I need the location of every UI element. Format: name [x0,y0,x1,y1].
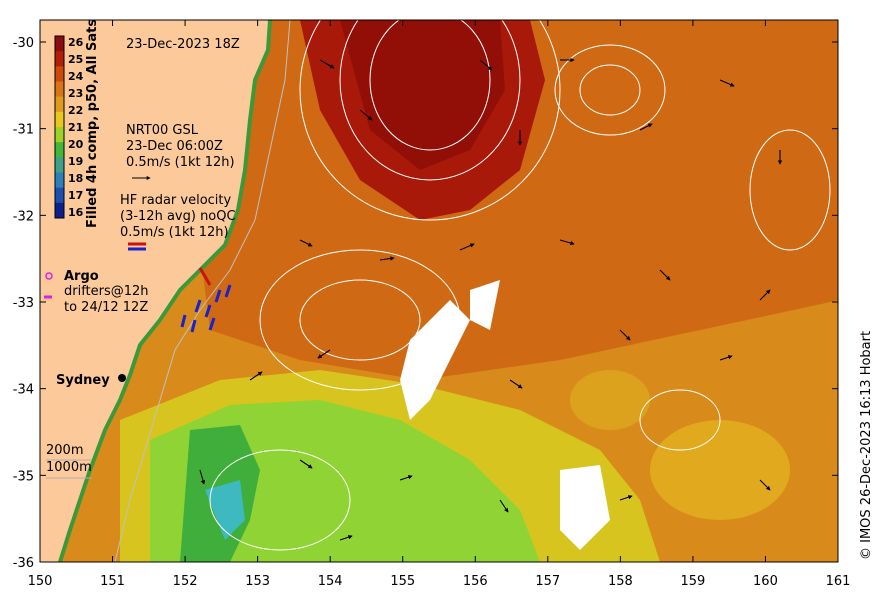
colorbar-tick: 17 [68,189,83,202]
cloud-gap [560,465,610,550]
sydney-label: Sydney [56,373,110,388]
colorbar-segment [55,157,64,173]
colorbar-tick: 24 [68,70,84,83]
x-tick-label: 156 [463,574,488,589]
x-tick-label: 158 [608,574,633,589]
x-tick-label: 159 [680,574,705,589]
colorbar-segment [55,172,64,189]
y-tick-label: -31 [13,123,34,138]
colorbar: 26 25 24 23 22 21 20 19 18 17 16 [54,35,84,219]
colorbar-segment [55,51,64,67]
isobath-1000m [114,20,291,562]
isobath-1000m-label: 1000m [46,460,92,475]
colorbar-tick: 26 [68,36,84,49]
y-tick-label: -34 [13,383,34,398]
gsl-time: 23-Dec 06:00Z [126,139,223,154]
colorbar-segment [55,187,64,204]
x-tick-label: 154 [318,574,343,589]
y-tick-label: -35 [13,469,34,484]
y-tick-label: -33 [13,296,34,311]
x-tick-label: 152 [173,574,198,589]
gsl-scale: 0.5m/s (1kt 12h) [126,155,235,170]
warm-patch [570,370,650,430]
y-tick-label: -32 [13,209,34,224]
colorbar-segment [55,96,64,113]
x-tick-label: 151 [100,574,125,589]
ssh-contours [209,20,831,551]
x-axis: 150 151 152 153 154 155 156 157 158 159 160 161 [28,20,851,589]
hf-scale: 0.5m/s (1kt 12h) [120,225,229,240]
colorbar-segment [55,127,64,143]
hf-avg: (3-12h avg) noQC [120,209,236,224]
cloud-gap [400,300,470,420]
plot-area [40,20,838,562]
coastline [58,20,272,562]
colorbar-tick: 18 [68,172,83,185]
colorbar-tick: 16 [68,206,84,219]
colorbar-segment [55,202,64,219]
plot-frame [39,19,839,563]
colorbar-tick: 21 [68,121,83,134]
credit: © IMOS 26-Dec-2023 16:13 Hobart [859,331,874,560]
colorbar-tick: 22 [68,104,83,117]
colorbar-tick: 19 [68,155,83,168]
y-tick-label: -36 [13,556,34,571]
colorbar-segment [55,81,64,98]
argo-label: Argo [64,269,99,284]
gsl-title: NRT00 GSL [126,123,199,138]
x-tick-label: 150 [28,574,53,589]
cold-patch [205,480,245,540]
sydney-marker [118,374,126,382]
x-tick-label: 157 [535,574,560,589]
hf-radar-red [198,267,212,286]
velocity-vectors [199,57,783,541]
drifters-line1: drifters@12h [64,284,149,299]
drifters-line2: to 24/12 12Z [64,300,148,315]
x-tick-label: 161 [826,574,851,589]
x-tick-label: 160 [753,574,778,589]
colorbar-segment [55,36,64,52]
x-tick-label: 155 [390,574,415,589]
colorbar-frame [54,35,65,219]
land [40,20,270,562]
x-tick-label: 153 [245,574,270,589]
colorbar-segment [55,111,64,128]
isobath-200m-label: 200m [46,443,83,458]
warm-patch [650,420,790,520]
y-axis: -30 -31 -32 -33 -34 -35 -36 [13,36,838,571]
argo-icon [45,272,53,280]
colorbar-tick: 20 [68,138,84,151]
colorbar-segment [55,66,64,82]
colorbar-label: Filled 4h comp, p50, All Sats [85,19,100,228]
colorbar-segment [55,142,64,158]
y-tick-label: -30 [13,36,34,51]
hf-title: HF radar velocity [120,193,232,208]
timestamp-title: 23-Dec-2023 18Z [126,37,240,52]
cloud-gap [470,280,500,330]
colorbar-tick: 25 [68,53,83,66]
hf-radar-vectors [180,284,232,333]
colorbar-tick: 23 [68,87,83,100]
warm-core-center [340,20,505,170]
